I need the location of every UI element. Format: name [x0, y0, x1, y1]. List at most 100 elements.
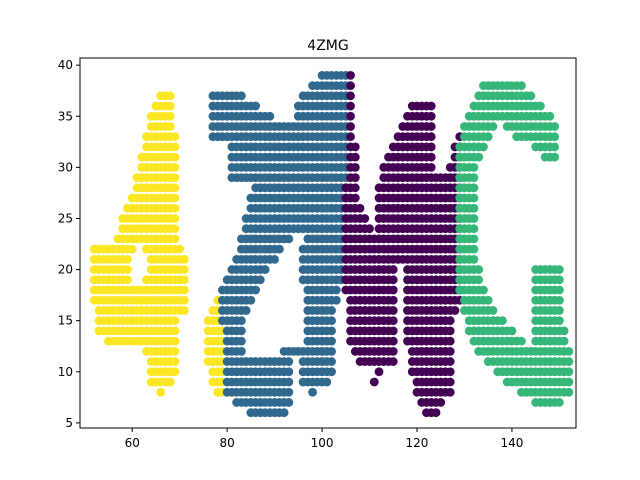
data-point [170, 326, 180, 336]
data-point [236, 346, 246, 356]
y-tick-label: 35 [58, 109, 73, 123]
data-point [426, 162, 436, 172]
data-point [331, 295, 341, 305]
y-tick-label: 25 [58, 211, 73, 225]
y-axis: 5 10 15 20 25 30 35 40 [58, 58, 80, 430]
data-point [559, 336, 569, 346]
data-point [488, 306, 498, 315]
data-point [445, 326, 455, 336]
data-point [350, 183, 360, 193]
data-point [350, 152, 360, 162]
y-tick-label: 5 [65, 416, 73, 430]
data-point [170, 162, 180, 172]
data-point [279, 408, 289, 418]
data-point [346, 70, 355, 80]
data-point [426, 132, 436, 142]
data-point [469, 224, 479, 234]
y-tick-label: 30 [58, 160, 73, 174]
data-point [251, 101, 261, 111]
data-point [474, 265, 484, 274]
data-point [170, 336, 180, 346]
series-z [208, 70, 351, 418]
data-point [346, 81, 355, 90]
data-point [350, 162, 360, 172]
data-point [445, 377, 455, 387]
series-4 [89, 91, 227, 397]
data-point [469, 193, 479, 203]
data-point [180, 295, 189, 305]
data-point [284, 357, 294, 366]
data-point [327, 367, 336, 377]
data-point [469, 214, 479, 223]
data-point [170, 152, 180, 162]
data-point [308, 387, 317, 397]
y-tick-label: 10 [58, 365, 73, 379]
data-point [445, 387, 455, 397]
data-point [170, 367, 180, 377]
data-point [445, 367, 455, 377]
series-g [455, 81, 574, 407]
data-point [388, 357, 398, 366]
data-point [369, 377, 379, 387]
data-point [156, 387, 166, 397]
data-point [350, 142, 360, 152]
data-point [236, 336, 246, 346]
data-point [170, 203, 180, 213]
data-point [165, 377, 175, 387]
data-point [274, 244, 284, 254]
data-point [374, 367, 384, 377]
data-point [479, 285, 488, 295]
data-point [564, 367, 574, 377]
data-point [170, 224, 180, 234]
data-point [165, 122, 175, 131]
y-tick-label: 20 [58, 263, 73, 277]
x-tick-label: 100 [311, 436, 334, 450]
data-point [388, 336, 398, 346]
data-point [474, 275, 484, 285]
data-point [236, 316, 246, 326]
y-tick-label: 40 [58, 58, 73, 72]
data-point [564, 346, 574, 356]
data-point [426, 101, 436, 111]
data-point [255, 275, 265, 285]
data-point [550, 152, 560, 162]
data-point [388, 285, 398, 295]
data-point [165, 111, 175, 121]
data-point [350, 193, 360, 203]
data-point [170, 173, 180, 182]
data-point [498, 316, 507, 326]
chart-title: 4ZMG [307, 38, 348, 54]
data-point [346, 132, 355, 142]
data-point [388, 306, 398, 315]
data-point [388, 316, 398, 326]
data-point [550, 122, 560, 131]
y-tick-label: 15 [58, 314, 73, 328]
data-point [246, 295, 256, 305]
data-point [270, 254, 279, 264]
data-point [170, 234, 180, 244]
data-point [170, 346, 180, 356]
data-point [450, 306, 460, 315]
data-point [284, 377, 294, 387]
data-point [365, 224, 374, 234]
data-point [346, 111, 355, 121]
data-point [517, 336, 526, 346]
data-point [350, 173, 360, 182]
data-point [284, 398, 294, 407]
x-tick-label: 120 [406, 436, 429, 450]
data-point [284, 387, 294, 397]
data-point [170, 193, 180, 203]
data-point [426, 122, 436, 131]
data-point [180, 306, 189, 315]
data-point [355, 203, 365, 213]
data-point [554, 316, 564, 326]
data-point [180, 265, 189, 274]
data-point [469, 254, 479, 264]
data-point [241, 306, 251, 315]
data-point [236, 326, 246, 336]
data-point [545, 111, 555, 121]
data-point [388, 326, 398, 336]
data-point [564, 377, 574, 387]
data-point [559, 326, 569, 336]
